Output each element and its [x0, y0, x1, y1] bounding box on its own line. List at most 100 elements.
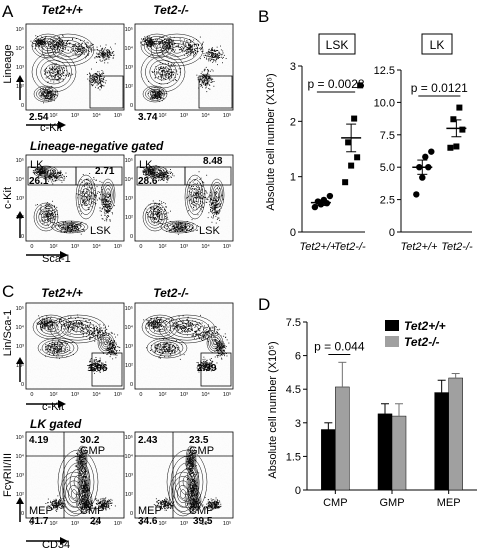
data-point [450, 116, 457, 123]
legend-label-ko: Tet2-/- [404, 335, 440, 349]
y-tick-label: 10⁵ [16, 26, 24, 33]
noise-overlay [135, 24, 233, 110]
x-tick-label-wt: Tet2+/+ [401, 241, 438, 253]
x-tick-label: 10⁴ [92, 112, 101, 119]
data-point [459, 126, 466, 133]
x-tick-label: 0 [139, 113, 142, 119]
y-tick-label: 0 [21, 382, 24, 388]
y-tick-label: 10² [125, 84, 133, 90]
gate-label-mep: MEP [138, 505, 162, 517]
y-tick-label: 10² [125, 492, 133, 498]
panel-a: Tet2+/+ Tet2-/- Lineage c-Kit 0010²10²10… [2, 3, 234, 265]
x-tick-label: 0 [139, 392, 142, 398]
quadrant-percent-ll-wt: 41.7 [29, 516, 49, 527]
x-tick-label: 10³ [180, 521, 188, 527]
x-tick-label: 10⁴ [92, 520, 101, 527]
gate-label-mep: MEP [29, 505, 53, 517]
y-tick-label: 10³ [125, 196, 133, 202]
y-tick-label: 0 [130, 103, 133, 109]
y-tick-label: 1.5 [286, 451, 301, 463]
y-axis-label: Lineage [2, 44, 14, 83]
quadrant-percent-ur-wt: 30.2 [80, 435, 100, 446]
gate-label-cmp: CMP [189, 505, 213, 517]
gate-label-lk: LK [139, 159, 153, 171]
quadrant-percent-ur-ko: 23.5 [189, 435, 209, 446]
chart-title: LK [430, 38, 445, 52]
chart-title-box [318, 33, 356, 55]
x-tick-label: 10⁵ [114, 391, 122, 398]
p-value: p = 0.044 [314, 339, 365, 353]
panel-c: Tet2+/+ Tet2-/- Lin/Sca-1 c-Kit 0010²10²… [2, 286, 234, 550]
data-point [354, 154, 361, 161]
x-tick-label: 0 [30, 521, 33, 527]
x-tick-label: MEP [437, 497, 461, 509]
gate-percent-ko: 3.74 [138, 112, 158, 123]
p-value: p = 0.0028 [307, 77, 364, 91]
gate-percent-lk-ko: 28.6 [138, 176, 158, 187]
x-tick-label: 0 [30, 392, 33, 398]
y-axis-arrowhead [16, 211, 24, 218]
y-tick-label: 10⁴ [125, 176, 134, 183]
data-point [419, 174, 426, 181]
y-tick-label: 10⁴ [125, 453, 134, 460]
x-tick-label-wt: Tet2+/+ [300, 241, 337, 253]
y-tick-label: 10⁵ [16, 305, 24, 312]
y-tick-label: 1 [290, 172, 296, 184]
y-tick-label: 0 [295, 485, 301, 497]
y-tick-label: 10⁵ [125, 305, 133, 312]
y-tick-label: 6 [295, 351, 301, 363]
y-tick-label: 10³ [125, 344, 133, 350]
y-tick-label: 10⁵ [125, 157, 133, 164]
x-tick-label: 10⁵ [114, 243, 122, 250]
noise-overlay [26, 155, 124, 241]
flow-plot-lk-wt: 00 10² 10² 10³ 10³ 10⁴ 10⁴ 10⁵ 10⁵ [16, 302, 125, 398]
gate-label-lsk: LSK [90, 225, 111, 237]
genotype-label-ko: Tet2-/- [153, 286, 189, 300]
x-tick-label: 10³ [180, 392, 188, 398]
gate-label-cmp: CMP [80, 505, 104, 517]
noise-overlay [135, 155, 233, 241]
scatter-chart-lk: 0 2.5 5.0 7.5 10.0 12.5 p = 0.0121 [374, 65, 472, 239]
y-tick-label: 10² [125, 215, 133, 221]
y-axis-arrowhead [16, 357, 24, 364]
y-axis-title: Absolute cell number (X10⁵) [267, 341, 279, 478]
y-tick-label: 5.0 [380, 162, 395, 174]
flow-plot-lk-ko: 00 10² 10² 10³ 10³ 10⁴ 10⁴ 10⁵ 10⁵ [125, 302, 234, 398]
data-point [428, 148, 435, 155]
panel-d: Absolute cell number (X10⁵) 0 1.5 3 4.5 6 7.5… [267, 317, 477, 509]
y-tick-label: 2.5 [380, 195, 395, 207]
bar [321, 429, 336, 491]
panel-letter-a: A [2, 2, 14, 21]
y-tick-label: 10⁴ [16, 453, 25, 460]
chart-title: LSK [326, 38, 349, 52]
y-axis-label-fcgr: FcγRII/III [2, 453, 14, 497]
gate-label-gmp: GMP [189, 445, 214, 457]
y-tick-label: 10.0 [374, 97, 395, 109]
y-tick-label: 10³ [16, 473, 24, 479]
legend-swatch-wt [385, 320, 399, 331]
y-tick-label: 10² [16, 215, 24, 221]
y-tick-label: 10⁵ [16, 157, 24, 164]
y-axis-label-ckit: c-Kit [2, 187, 14, 209]
noise-overlay [135, 432, 233, 518]
y-tick-label: 10² [16, 363, 24, 369]
x-tick-label-ko: Tet2-/- [334, 241, 366, 253]
y-tick-label: 12.5 [374, 65, 395, 77]
bar [335, 386, 350, 491]
chart-title-box [421, 33, 453, 55]
x-tick-label: 0 [139, 244, 142, 250]
y-tick-label: 7.5 [286, 317, 301, 329]
y-tick-label: 10³ [16, 344, 24, 350]
panel-b: Absolute cell number (X10⁵) LSK 0 1 2 3 p = … [265, 33, 473, 253]
data-point [348, 162, 355, 169]
x-tick-label: CMP [323, 497, 347, 509]
x-axis-label-cd34: CD34 [42, 539, 70, 550]
data-point [326, 192, 334, 200]
x-tick-label: 10² [49, 521, 57, 527]
gate-label-lk: LK [30, 159, 44, 171]
gate-percent-wt: 2.54 [29, 112, 49, 123]
bar [434, 392, 449, 491]
data-point [342, 179, 349, 186]
x-tick-label: 0 [30, 113, 33, 119]
y-tick-label: 10⁵ [125, 26, 133, 33]
